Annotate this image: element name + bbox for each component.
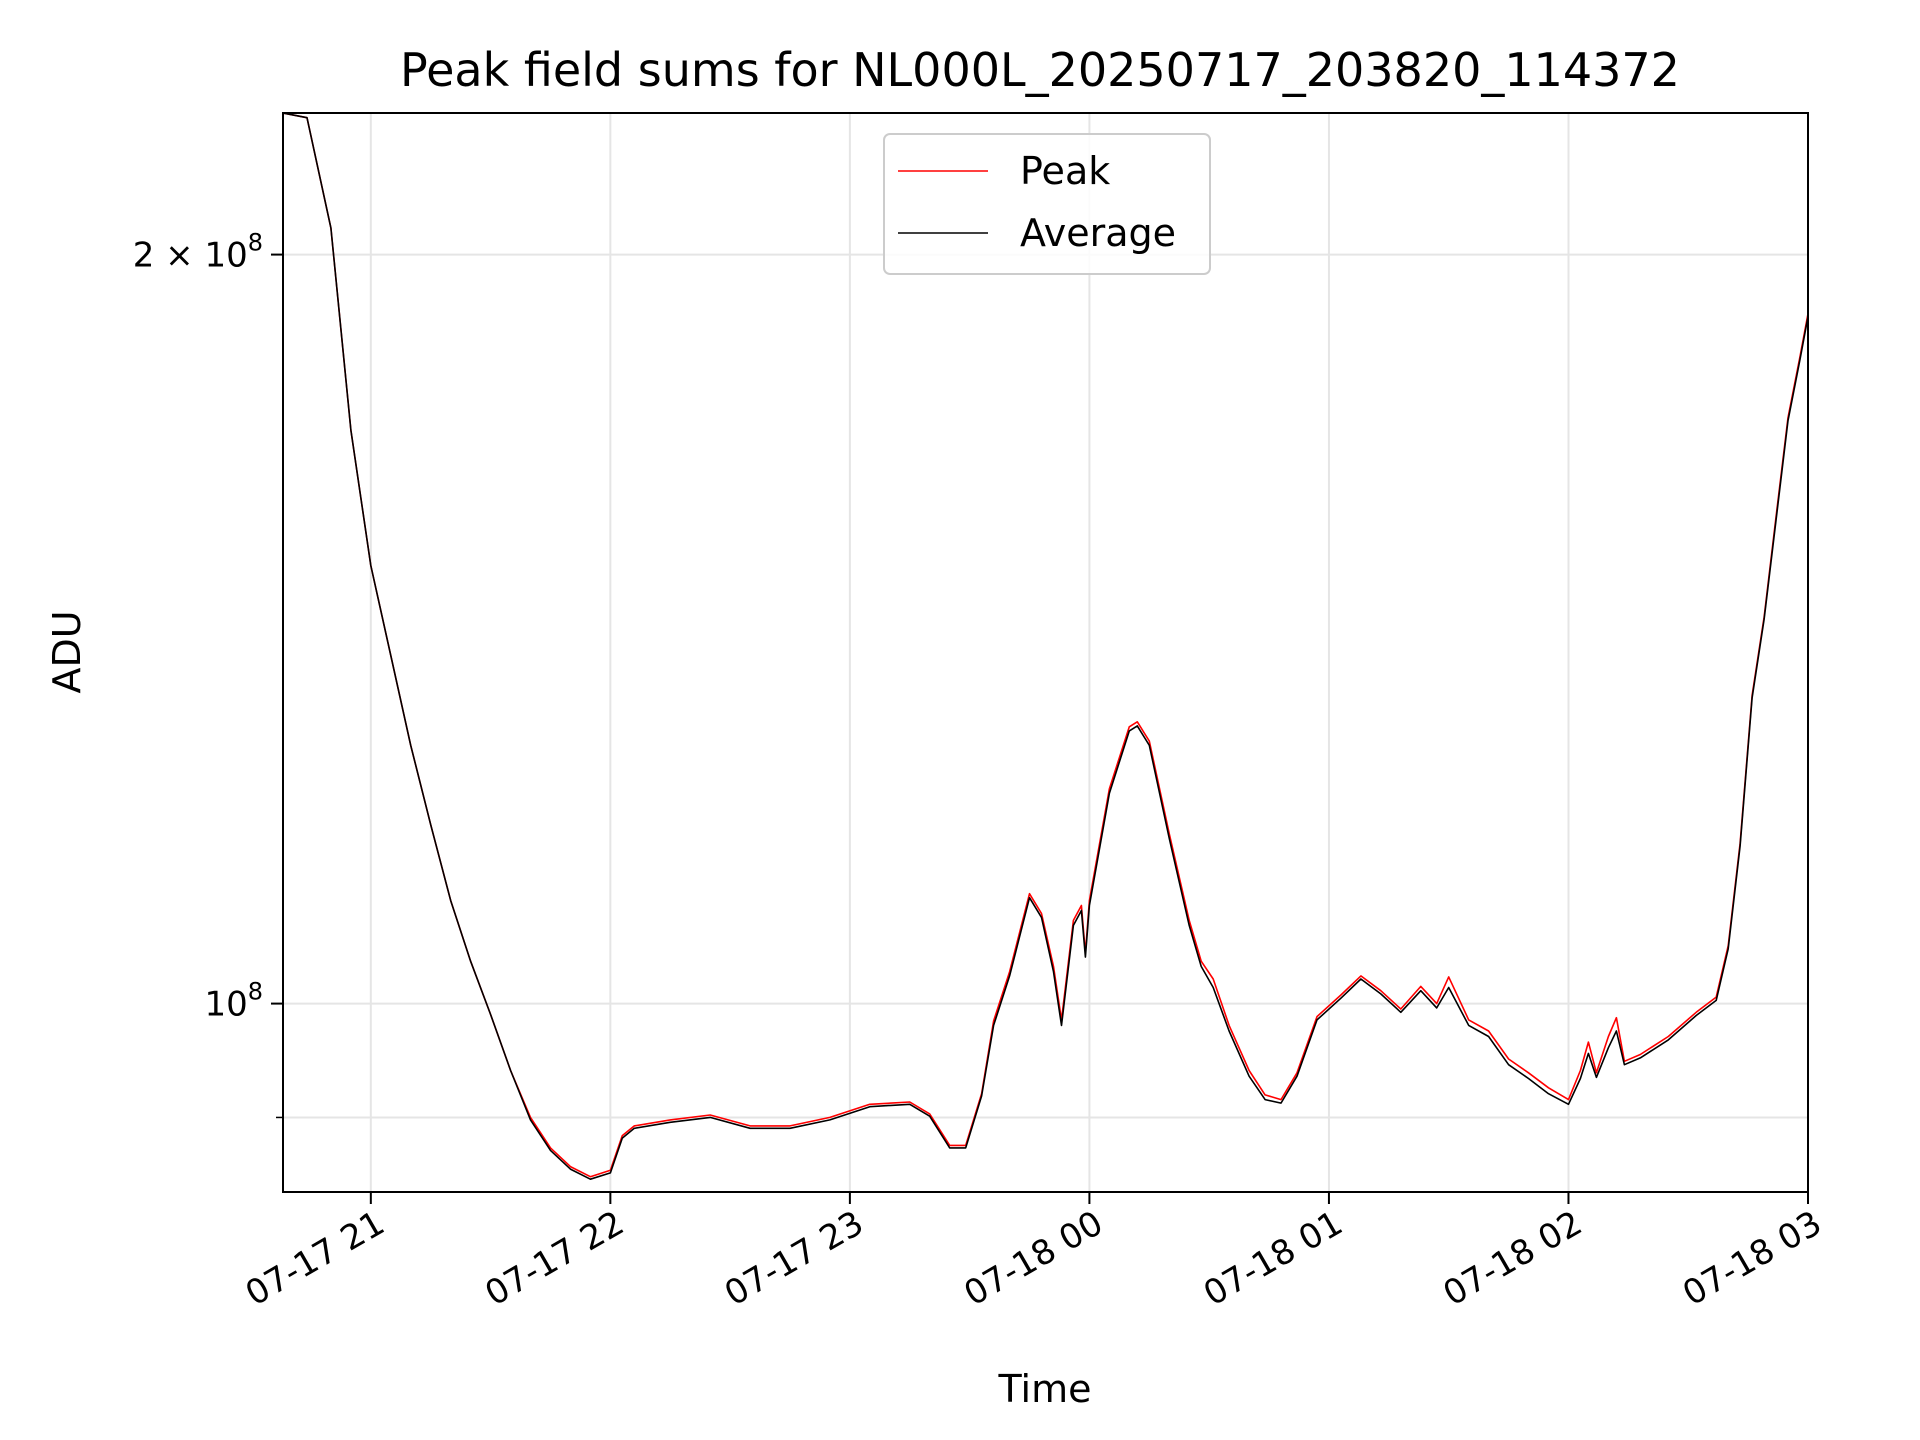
series-group (283, 113, 1808, 1180)
x-axis-label: Time (998, 1367, 1092, 1411)
plot-frame (282, 112, 1809, 1193)
legend: Peak Average (883, 133, 1211, 275)
series-line-peak (283, 113, 1808, 1178)
y-tick-label: 2 × 108 (133, 229, 263, 276)
y-axis-label: ADU (45, 610, 89, 693)
y-axis: 108 2 × 108 (133, 229, 283, 1119)
chart-title: Peak field sums for NL000L_20250717_2038… (400, 43, 1680, 97)
legend-label-peak: Peak (1020, 149, 1110, 193)
legend-label-average: Average (1020, 211, 1176, 255)
series-line-average (283, 113, 1808, 1180)
y-tick-label: 108 (204, 978, 263, 1025)
grid-lines (283, 113, 1808, 1192)
legend-box (883, 133, 1211, 275)
